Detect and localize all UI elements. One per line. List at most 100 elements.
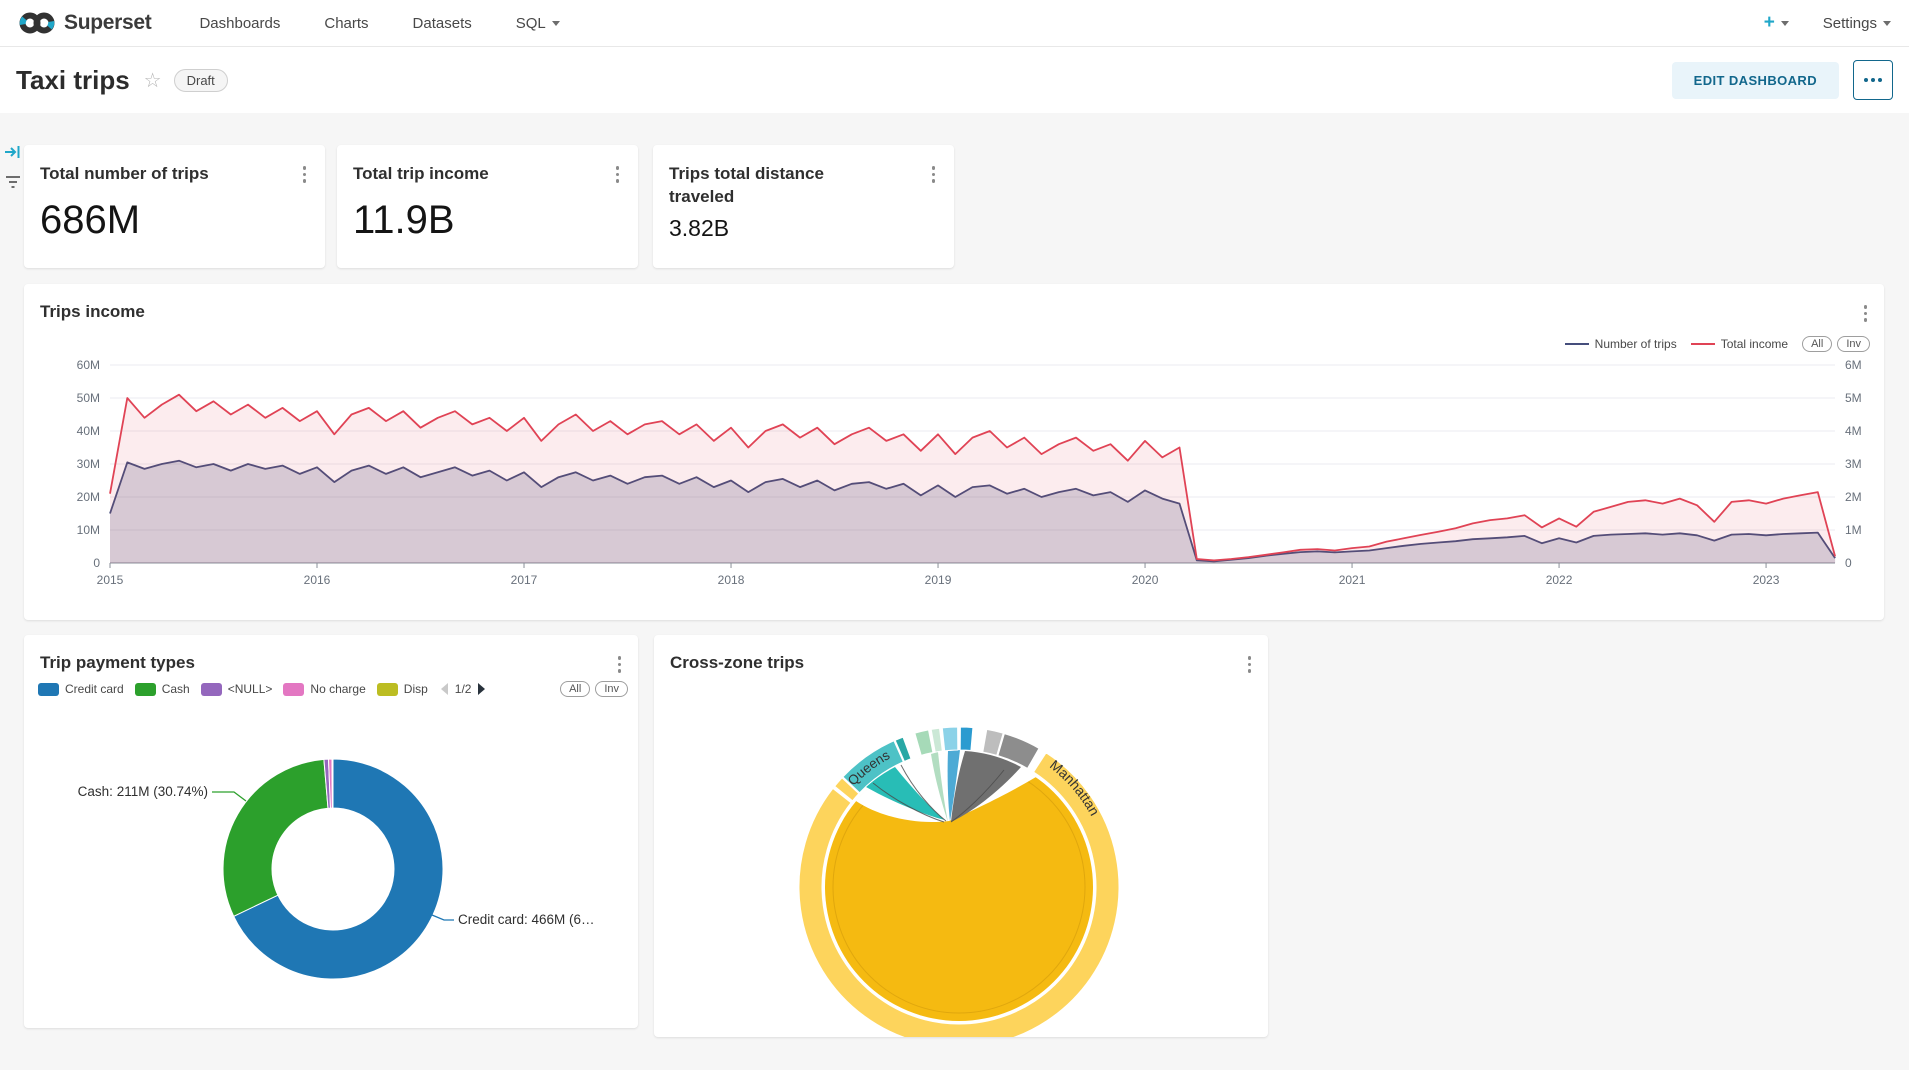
pager-prev-icon[interactable] xyxy=(440,683,448,695)
nav-item-datasets[interactable]: Datasets xyxy=(412,14,472,32)
legend-swatch xyxy=(283,682,305,696)
kpi-title: Total trip income xyxy=(353,164,489,183)
svg-text:60M: 60M xyxy=(77,358,100,372)
legend-all-button[interactable]: All xyxy=(560,681,591,697)
svg-text:2018: 2018 xyxy=(718,573,745,587)
legend-item-total-income[interactable]: Total income xyxy=(1690,337,1788,351)
svg-text:0: 0 xyxy=(1845,556,1852,570)
kebab-menu-icon[interactable] xyxy=(1245,653,1255,676)
status-badge: Draft xyxy=(173,68,228,92)
plus-icon: + xyxy=(1763,12,1775,33)
svg-text:2017: 2017 xyxy=(511,573,538,587)
svg-text:50M: 50M xyxy=(77,391,100,405)
kpi-value: 3.82B xyxy=(669,214,730,241)
svg-text:4M: 4M xyxy=(1845,424,1862,438)
legend-item-credit-card[interactable]: Credit card xyxy=(38,682,124,696)
donut-callout-credit: Credit card: 466M (6… xyxy=(458,912,595,927)
chevron-down-icon xyxy=(551,20,560,26)
chart-title: Trip payment types xyxy=(40,653,195,672)
more-options-button[interactable] xyxy=(1853,60,1893,100)
legend-inv-button[interactable]: Inv xyxy=(1837,336,1870,352)
kebab-menu-icon[interactable] xyxy=(613,163,623,186)
kebab-menu-icon[interactable] xyxy=(615,653,625,676)
svg-text:30M: 30M xyxy=(77,457,100,471)
legend-swatch xyxy=(1690,343,1715,345)
timeseries-legend: Number of trips Total income All Inv xyxy=(1564,336,1870,352)
svg-text:40M: 40M xyxy=(77,424,100,438)
kebab-menu-icon[interactable] xyxy=(929,163,939,186)
chart-title: Trips income xyxy=(40,302,145,321)
svg-text:2021: 2021 xyxy=(1339,573,1366,587)
legend-swatch xyxy=(134,682,156,696)
svg-text:0: 0 xyxy=(93,556,100,570)
nav-right: + Settings xyxy=(1764,12,1891,34)
kpi-card-total-distance: Trips total distance traveled 3.82B xyxy=(653,145,954,268)
legend-pager: 1/2 xyxy=(440,682,486,696)
kpi-card-total-trips: Total number of trips 686M xyxy=(24,145,325,268)
settings-menu[interactable]: Settings xyxy=(1823,15,1891,32)
svg-text:2015: 2015 xyxy=(97,573,124,587)
legend-swatch xyxy=(376,682,398,696)
chevron-down-icon xyxy=(1780,20,1789,26)
chevron-down-icon xyxy=(1883,20,1891,26)
legend-all-button[interactable]: All xyxy=(1802,336,1833,352)
legend-item-cash[interactable]: Cash xyxy=(134,682,190,696)
kpi-title: Trips total distance traveled xyxy=(669,164,824,206)
kpi-value: 686M xyxy=(40,197,141,242)
svg-text:2020: 2020 xyxy=(1132,573,1159,587)
edit-dashboard-button[interactable]: EDIT DASHBOARD xyxy=(1671,61,1839,99)
filter-list-icon[interactable] xyxy=(5,175,21,194)
svg-text:6M: 6M xyxy=(1845,358,1862,372)
payment-types-card: Trip payment types Credit card Cash <NUL… xyxy=(24,635,638,1028)
nav-item-charts[interactable]: Charts xyxy=(324,14,369,32)
expand-filters-icon[interactable] xyxy=(4,145,22,164)
pie-legend: Credit card Cash <NULL> No charge Disp 1… xyxy=(38,681,628,697)
svg-text:20M: 20M xyxy=(77,490,100,504)
brand-name: Superset xyxy=(64,11,152,34)
nav-item-sql[interactable]: SQL xyxy=(516,15,560,32)
kpi-value: 11.9B xyxy=(353,197,455,242)
superset-logo-icon xyxy=(19,12,55,34)
filter-bar-collapsed xyxy=(0,113,28,313)
legend-item-null[interactable]: <NULL> xyxy=(200,682,272,696)
top-navbar: Superset Dashboards Charts Datasets SQL … xyxy=(0,0,1909,47)
kebab-menu-icon[interactable] xyxy=(1861,302,1871,325)
superset-logo[interactable]: Superset xyxy=(18,9,152,37)
trips-income-card: Trips income Number of trips Total incom… xyxy=(24,284,1884,620)
svg-text:2023: 2023 xyxy=(1753,573,1780,587)
legend-item-no-charge[interactable]: No charge xyxy=(283,682,366,696)
svg-text:2019: 2019 xyxy=(925,573,952,587)
svg-text:5M: 5M xyxy=(1845,391,1862,405)
legend-inv-button[interactable]: Inv xyxy=(595,681,628,697)
nav-item-dashboards[interactable]: Dashboards xyxy=(199,14,281,32)
kpi-card-trip-income: Total trip income 11.9B xyxy=(337,145,638,268)
legend-item-number-of-trips[interactable]: Number of trips xyxy=(1564,337,1677,351)
legend-swatch xyxy=(38,682,59,696)
trips-income-chart[interactable]: 0 10M 20M 30M 40M 50M 60M 0 1M 2M 3M 4M 5M 6M 2015 2016… xyxy=(24,284,1884,620)
cross-zone-card: Cross-zone trips Queens Manhattan xyxy=(654,635,1268,1037)
header-actions: EDIT DASHBOARD xyxy=(1671,60,1893,100)
legend-swatch xyxy=(200,682,222,696)
svg-text:2016: 2016 xyxy=(304,573,331,587)
dashboard-header: Taxi trips ☆ Draft EDIT DASHBOARD xyxy=(0,47,1909,113)
svg-text:3M: 3M xyxy=(1845,457,1862,471)
donut-callout-cash: Cash: 211M (30.74%) xyxy=(77,784,208,799)
new-item-button[interactable]: + xyxy=(1764,12,1789,34)
svg-text:10M: 10M xyxy=(77,523,100,537)
legend-swatch xyxy=(1564,343,1589,345)
page-title: Taxi trips xyxy=(16,64,130,95)
nav-menu: Dashboards Charts Datasets SQL xyxy=(199,14,560,32)
kebab-menu-icon[interactable] xyxy=(300,163,310,186)
kpi-title: Total number of trips xyxy=(40,164,209,183)
favorite-star-icon[interactable]: ☆ xyxy=(143,69,162,92)
payment-donut-chart[interactable] xyxy=(24,695,638,1028)
chart-title: Cross-zone trips xyxy=(670,653,805,672)
svg-text:2M: 2M xyxy=(1845,490,1862,504)
legend-item-dispute[interactable]: Disp xyxy=(376,682,428,696)
pager-next-icon[interactable] xyxy=(478,683,486,695)
svg-text:2022: 2022 xyxy=(1546,573,1573,587)
svg-text:1M: 1M xyxy=(1845,523,1862,537)
pager-label: 1/2 xyxy=(454,682,472,696)
